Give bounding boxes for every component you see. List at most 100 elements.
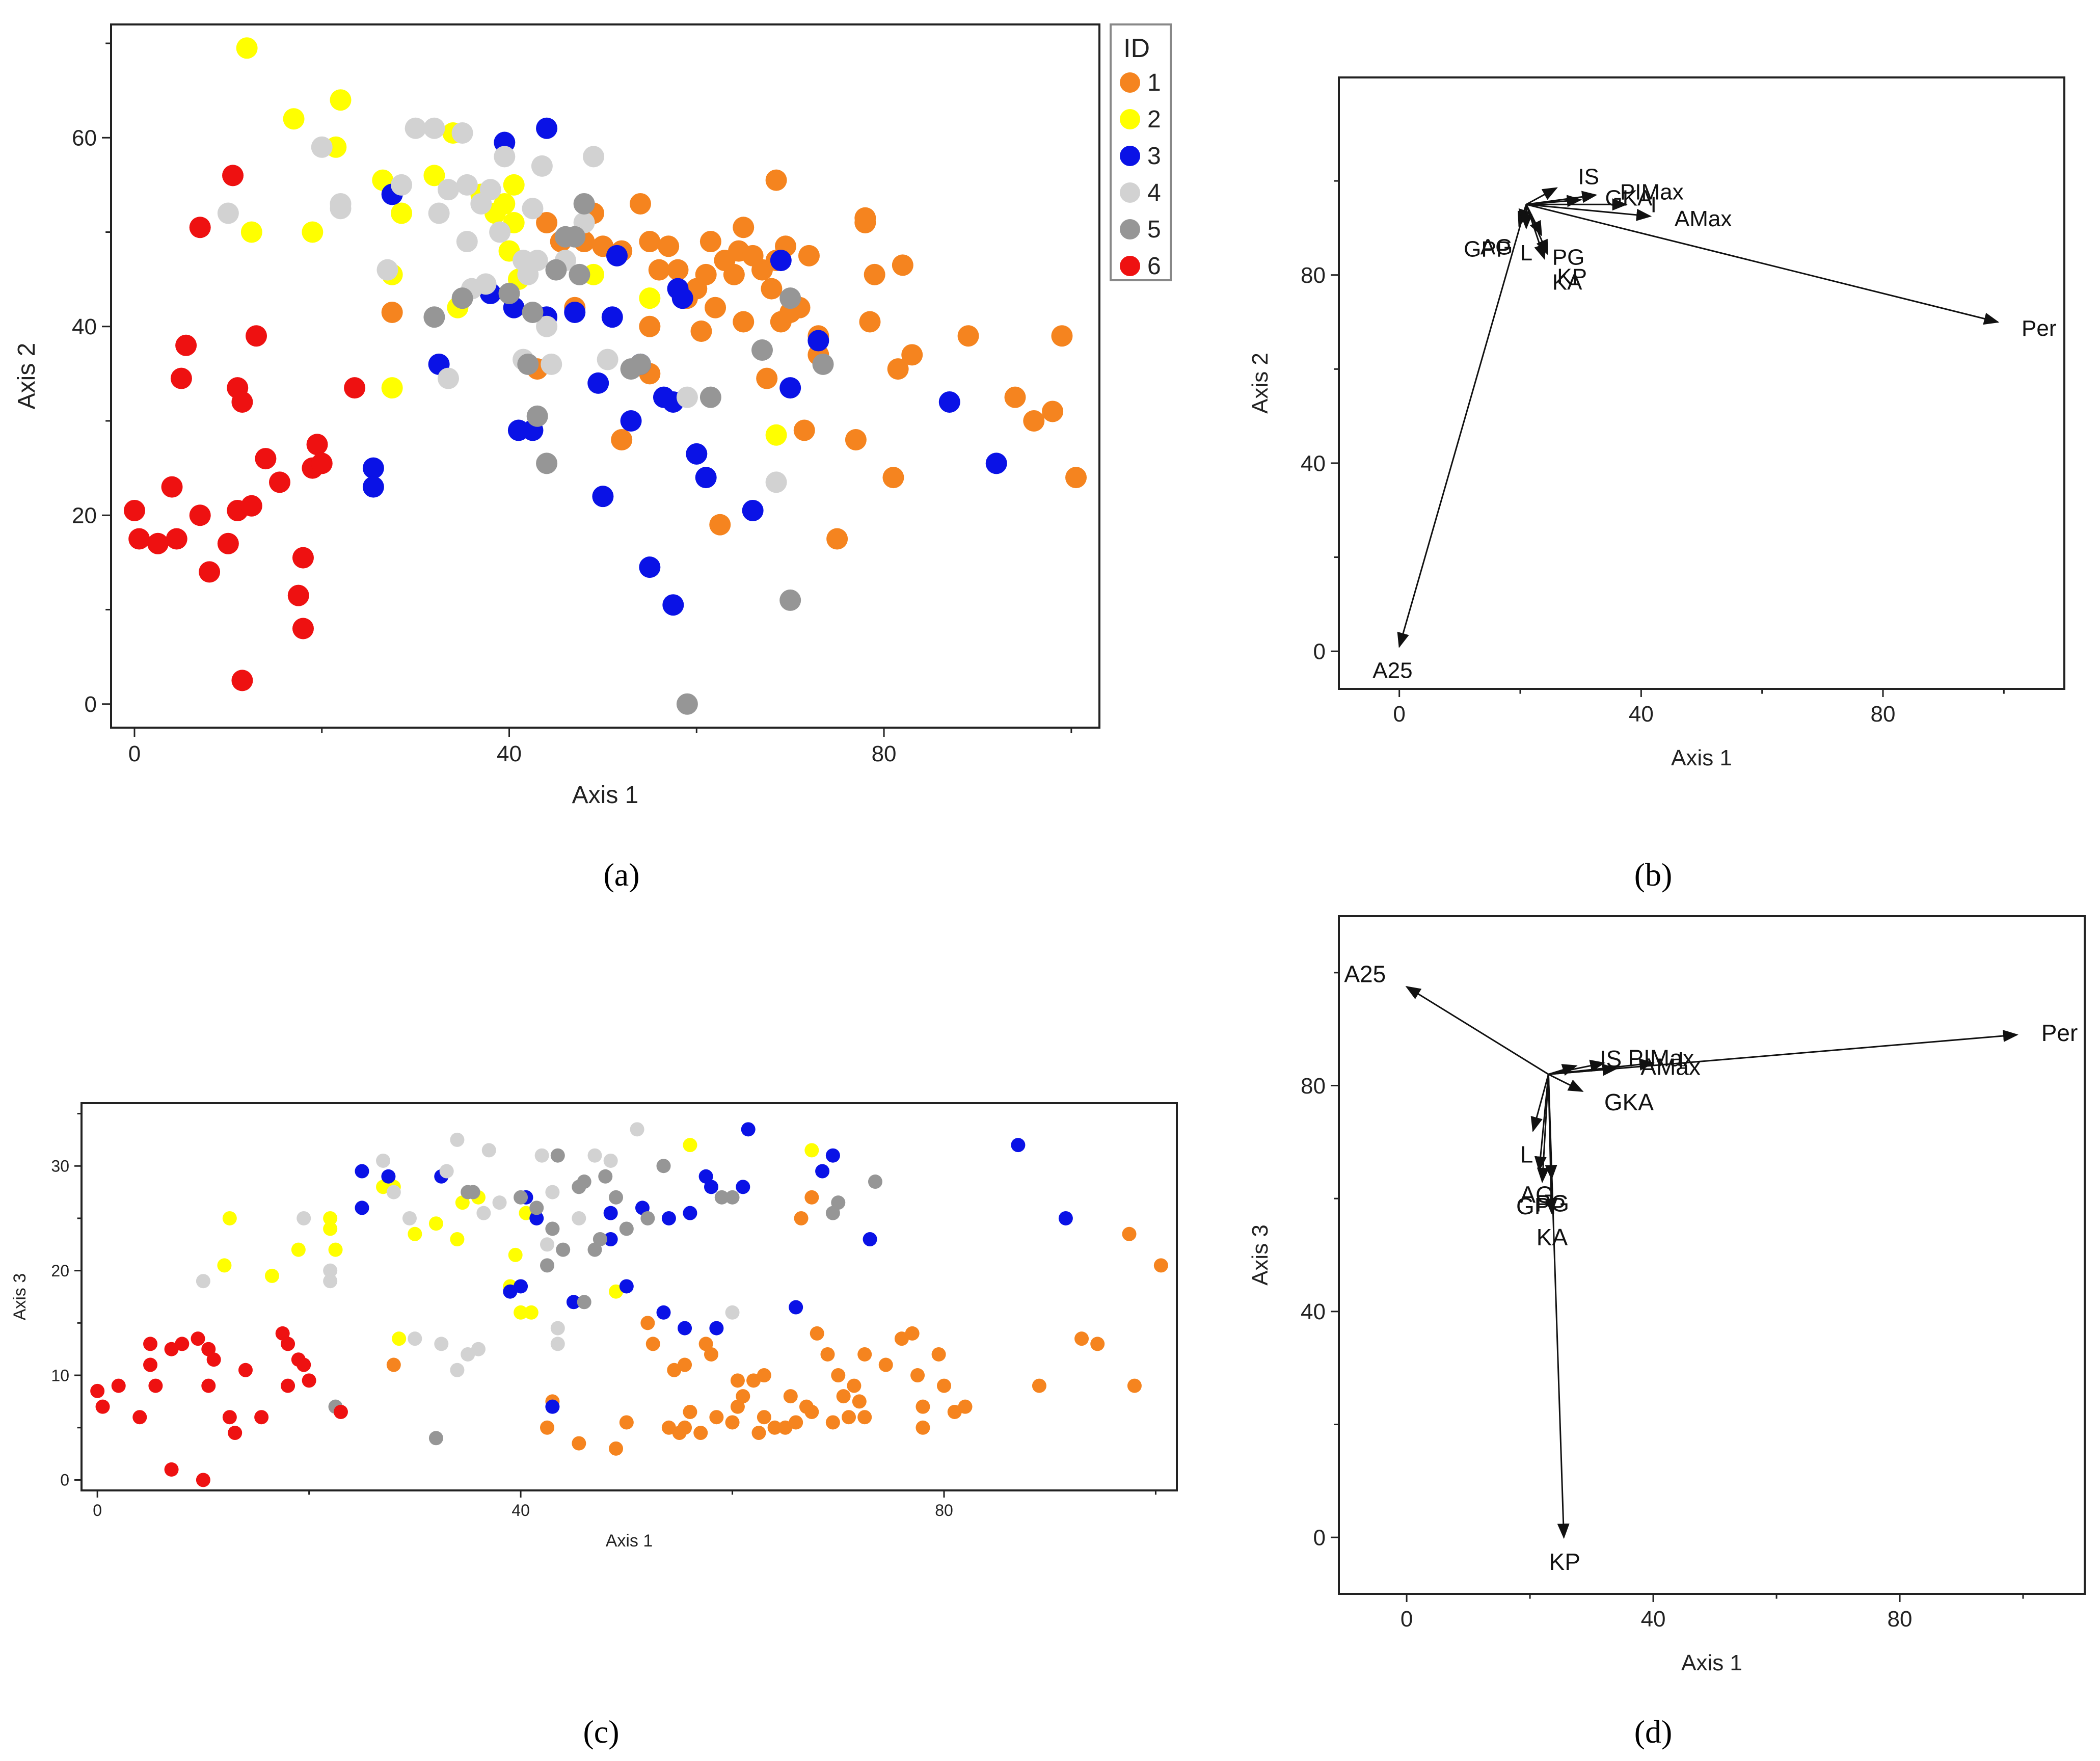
vector-gka: [1548, 1073, 1584, 1092]
data-point: [825, 1415, 840, 1430]
data-point: [283, 108, 305, 130]
data-point: [524, 1305, 539, 1320]
data-point: [1090, 1337, 1105, 1351]
data-point: [603, 1206, 618, 1220]
data-point: [333, 1404, 348, 1419]
data-point: [217, 202, 239, 224]
y-axis-title: Axis 3: [10, 1273, 30, 1321]
data-point: [639, 287, 661, 309]
data-point: [231, 670, 253, 691]
y-tick-label: 10: [51, 1366, 69, 1384]
data-point: [804, 1143, 819, 1158]
data-point: [794, 1211, 809, 1225]
data-point: [609, 1190, 624, 1205]
data-point: [845, 429, 867, 451]
data-point: [545, 1221, 560, 1236]
data-point: [386, 1357, 401, 1372]
data-point: [569, 263, 590, 285]
data-point: [434, 1337, 449, 1351]
data-point: [798, 245, 820, 266]
data-point: [699, 231, 721, 253]
data-point: [456, 231, 478, 253]
data-point: [476, 1206, 491, 1220]
x-axis-title: Axis 1: [1671, 745, 1732, 770]
caption-panel-a: (a): [603, 857, 639, 893]
x-tick-label: 40: [497, 741, 522, 766]
data-point: [757, 1368, 771, 1383]
vector-label-i: I: [1678, 1047, 1684, 1074]
vector-l: [1530, 1074, 1549, 1133]
vector-per: [1526, 203, 2000, 325]
data-point: [222, 1211, 237, 1225]
data-point: [376, 259, 398, 281]
data-point: [725, 1305, 740, 1320]
vector-gpp: [1518, 204, 1529, 227]
data-point: [648, 259, 670, 281]
data-point: [143, 1357, 158, 1372]
legend-label: 5: [1147, 216, 1161, 243]
data-point: [683, 1206, 697, 1220]
legend-swatch: [1120, 146, 1140, 166]
data-point: [566, 1295, 581, 1310]
data-point: [95, 1399, 110, 1414]
data-point: [894, 1331, 909, 1346]
data-point: [355, 1200, 369, 1215]
data-point: [765, 471, 787, 493]
data-point: [514, 1279, 528, 1294]
data-point: [456, 174, 478, 196]
data-point: [831, 1195, 846, 1210]
data-point: [391, 174, 413, 196]
data-point: [428, 1216, 443, 1231]
legend-swatch: [1120, 219, 1140, 239]
data-point: [765, 424, 787, 446]
vector-label-a25: A25: [1344, 960, 1386, 987]
x-tick-label: 80: [1888, 1607, 1913, 1632]
data-point: [587, 1148, 602, 1163]
legend-label: 3: [1147, 143, 1161, 170]
data-point: [166, 528, 187, 550]
data-point: [619, 1279, 634, 1294]
data-point: [526, 250, 548, 272]
data-point: [910, 1368, 925, 1383]
data-point: [619, 1221, 634, 1236]
data-point: [1074, 1331, 1089, 1346]
data-point: [550, 1148, 565, 1163]
data-point: [311, 452, 333, 474]
data-point: [550, 1337, 565, 1351]
data-point: [362, 457, 384, 479]
data-point: [815, 1164, 830, 1179]
data-point: [201, 1378, 216, 1393]
data-point: [428, 1431, 443, 1446]
data-point: [423, 165, 445, 186]
data-point: [489, 221, 511, 243]
data-point: [522, 198, 544, 220]
data-point: [789, 1415, 803, 1430]
data-point: [498, 282, 520, 304]
data-point: [240, 495, 262, 517]
data-point: [656, 1305, 671, 1320]
x-tick-label: 40: [1629, 702, 1654, 727]
x-tick-label: 0: [128, 741, 141, 766]
vector-label-ka: KA: [1552, 270, 1582, 295]
data-point: [534, 1148, 549, 1163]
data-point: [526, 405, 548, 427]
data-point: [428, 202, 450, 224]
data-point: [228, 1426, 243, 1440]
data-point: [238, 1363, 253, 1377]
data-point: [451, 122, 473, 144]
data-point: [161, 476, 183, 498]
y-tick-label: 60: [72, 126, 97, 151]
data-point: [864, 263, 885, 285]
data-point: [450, 1363, 465, 1377]
series-id-1: [386, 1190, 1168, 1456]
data-point: [825, 1148, 840, 1163]
data-point: [1051, 325, 1073, 347]
legend-title: ID: [1123, 34, 1150, 63]
data-point: [678, 1357, 692, 1372]
x-tick-label: 0: [1393, 702, 1405, 727]
data-point: [381, 1169, 396, 1184]
vector-per: [1548, 1030, 2018, 1075]
data-point: [662, 594, 684, 616]
data-point: [494, 146, 516, 168]
data-point: [852, 1394, 867, 1409]
